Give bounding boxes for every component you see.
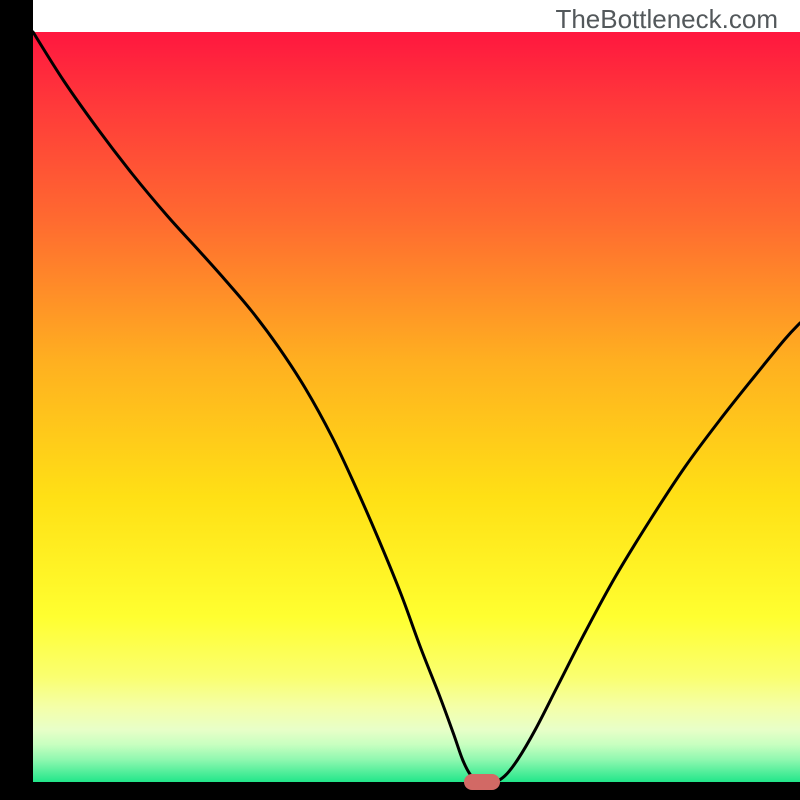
attribution-text: TheBottleneck.com: [555, 4, 778, 35]
optimum-marker: [464, 774, 500, 790]
bottleneck-chart: TheBottleneck.com: [0, 0, 800, 800]
bottleneck-curve: [33, 32, 800, 783]
curve-layer: [0, 0, 800, 800]
